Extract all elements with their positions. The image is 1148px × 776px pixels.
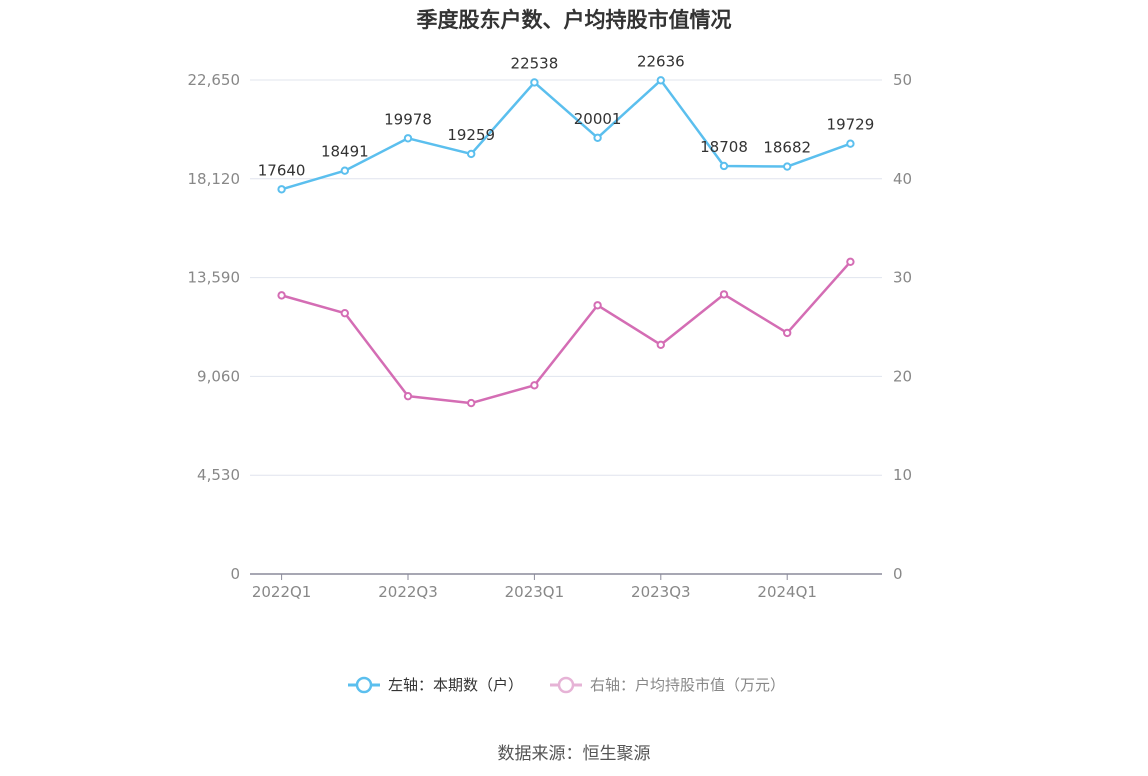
y-left-tick-label: 22,650 [188,71,241,89]
data-point-avg-value [846,257,855,266]
legend-marker-icon [557,676,575,694]
data-label: 17640 [258,161,306,179]
x-tick-label: 2024Q1 [757,583,817,601]
data-point-avg-value [783,328,792,338]
data-point-holders [656,76,665,85]
data-label: 19978 [384,110,432,128]
legend-item-holders[interactable]: 左轴：本期数（户） [348,676,523,694]
data-label: 20001 [574,110,622,128]
series-line-holders [281,79,851,191]
data-label: 18682 [763,139,811,157]
data-label: 22636 [637,52,685,70]
axes: 0 0 4,530 10 9,060 20 13,590 30 18,120 40 22,650 50… [188,71,913,601]
y-left-tick-label: 0 [230,565,240,583]
series-line-avg-value [281,260,852,405]
data-point-holders [277,185,286,194]
series-lines [277,76,855,408]
legend-label: 左轴：本期数（户） [388,676,523,694]
x-tick-label: 2023Q1 [505,583,565,601]
y-right-tick-label: 40 [893,170,912,188]
data-point-holders [530,78,539,87]
data-point-holders [593,133,602,142]
data-label: 19729 [827,116,875,134]
data-label: 18491 [321,143,369,161]
y-right-tick-label: 10 [893,466,912,484]
y-right-tick-label: 30 [893,269,912,287]
data-point-avg-value [403,391,413,401]
chart-title: 季度股东户数、户均持股市值情况 [416,8,732,32]
data-point-avg-value [467,398,476,408]
data-point-holders [783,162,792,171]
y-right-tick-label: 50 [893,71,912,89]
y-right-tick-label: 20 [893,367,912,385]
grid-lines [250,79,882,476]
legend-marker-icon [355,676,373,694]
legend-item-avg-value[interactable]: 右轴：户均持股市值（万元） [550,676,785,694]
y-left-tick-label: 18,120 [188,170,241,188]
data-point-holders [403,134,413,143]
data-label: 19259 [447,126,495,144]
x-tick-label: 2023Q3 [631,583,691,601]
data-label: 18708 [700,138,748,156]
data-point-avg-value [530,381,539,390]
data-point-holders [340,166,349,175]
data-point-avg-value [340,308,349,318]
data-point-avg-value [593,301,602,310]
y-left-tick-label: 9,060 [197,367,240,385]
legend-label: 右轴：户均持股市值（万元） [590,676,785,694]
y-left-tick-label: 13,590 [188,269,241,287]
source-note: 数据来源：恒生聚源 [497,744,651,764]
data-point-holders [846,139,855,148]
x-tick-label: 2022Q3 [378,583,438,601]
data-point-avg-value [277,291,286,300]
y-right-tick-label: 0 [893,565,903,583]
data-point-holders [467,149,476,159]
data-point-holders [719,161,729,171]
data-label: 22538 [511,54,559,72]
x-tick-label: 2022Q1 [252,583,312,601]
data-labels: 17640 18491 19978 19259 22538 20001 22636 18708… [258,52,875,179]
y-left-tick-label: 4,530 [197,466,240,484]
legend[interactable]: 左轴：本期数（户） 右轴：户均持股市值（万元） [348,676,785,694]
data-point-avg-value [656,340,665,349]
data-point-avg-value [719,290,729,299]
